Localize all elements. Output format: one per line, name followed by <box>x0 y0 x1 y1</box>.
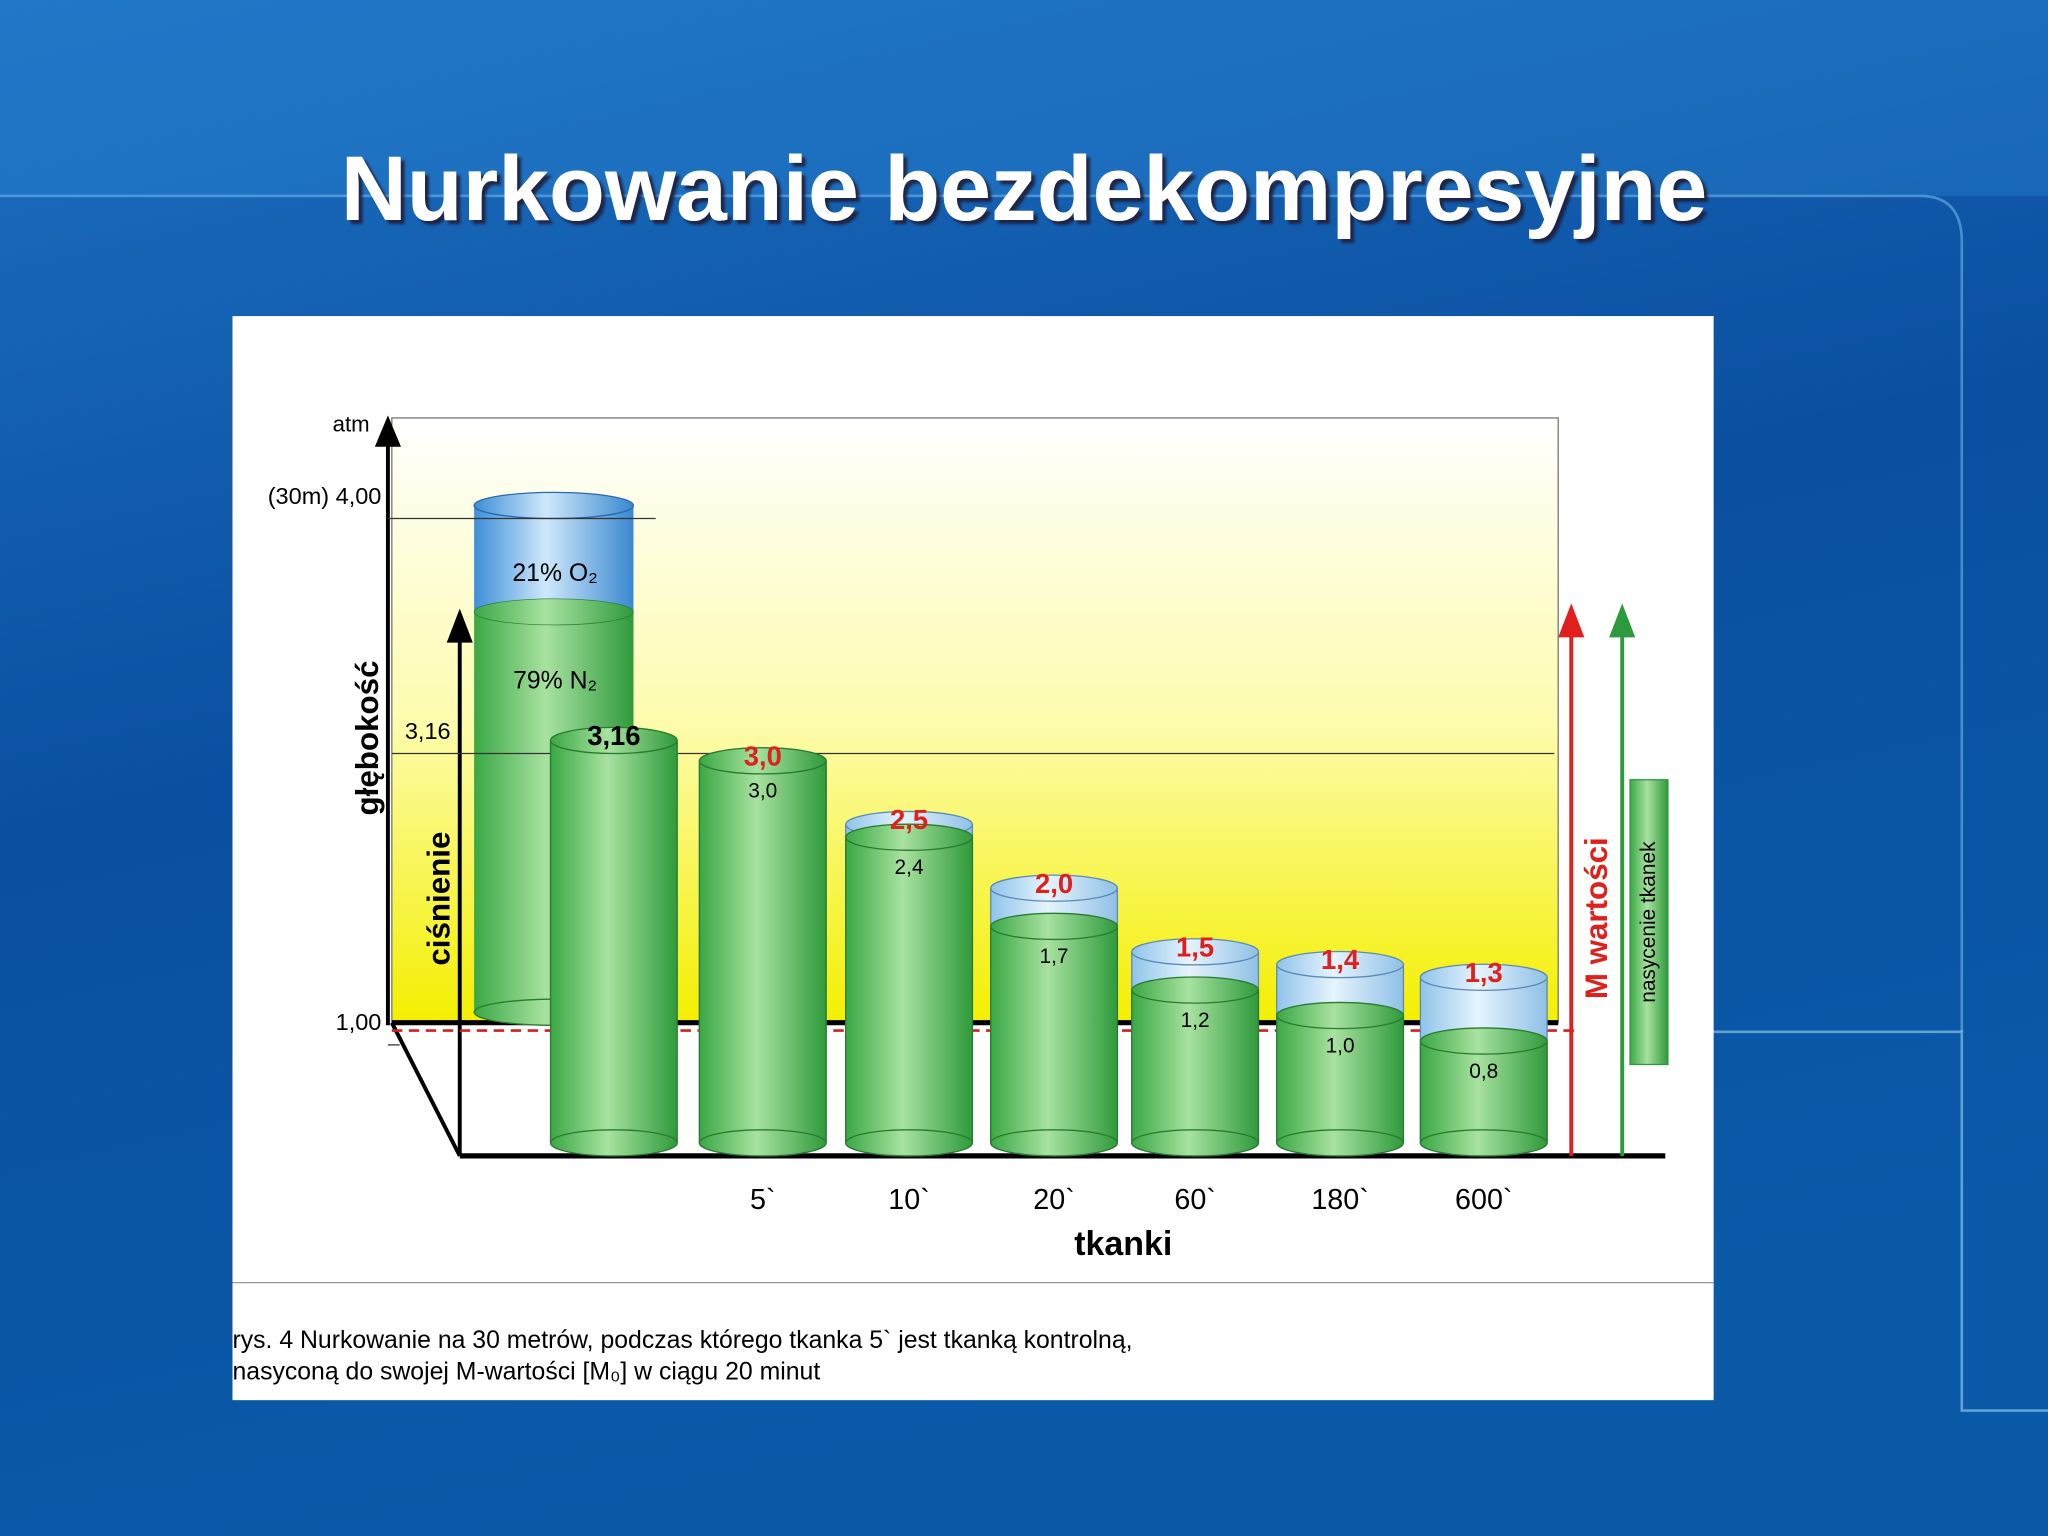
saturation-label: 3,0 <box>748 780 777 803</box>
saturation-cylinder <box>1419 1027 1548 1157</box>
x-tick-label: 20` <box>1033 1184 1075 1216</box>
start-cylinder-body <box>550 740 678 1143</box>
m-value-label: 3,0 <box>744 740 782 771</box>
y-tick-label: (30m) 4,00 <box>268 483 382 509</box>
saturation-cylinder-top <box>1419 1027 1548 1055</box>
start-cylinder-bottom <box>549 1129 678 1157</box>
saturation-cylinder-bottom <box>1131 1129 1260 1157</box>
gas-label: 79% N₂ <box>513 667 597 694</box>
saturation-label: 1,2 <box>1181 1009 1210 1032</box>
m-value-cylinder-top <box>1419 963 1548 992</box>
arrow <box>1609 603 1636 638</box>
saturation-label: 2,4 <box>895 856 924 879</box>
saturation-cylinder-bottom <box>698 1129 827 1157</box>
saturation-cylinder <box>1131 976 1260 1157</box>
saturation-cylinder-body <box>1420 1040 1548 1143</box>
saturation-cylinder-top <box>990 912 1119 941</box>
saturation-cylinder-bottom <box>1276 1129 1405 1157</box>
m-value-label: 2,0 <box>1035 868 1073 899</box>
y-axis-label: ciśnienie <box>422 832 457 966</box>
legend-box <box>1629 779 1669 1066</box>
saturation-label: 0,8 <box>1469 1060 1498 1083</box>
saturation-cylinder-body <box>1276 1015 1404 1143</box>
start-cylinder-top <box>549 726 678 755</box>
m-value-label: 2,5 <box>890 804 928 835</box>
frame-line <box>1692 1030 2048 1412</box>
frame-line <box>0 194 1964 1032</box>
caption: nasyconą do swojej M-wartości [M₀] w cią… <box>232 1358 820 1385</box>
legend-entry: M wartości <box>1579 837 1614 999</box>
saturation-cylinder <box>698 747 827 1157</box>
saturation-cylinder-top <box>698 747 827 775</box>
gas-o2 <box>474 505 634 612</box>
saturation-cylinder-body <box>990 926 1118 1143</box>
x-tick-label: 5` <box>750 1184 776 1216</box>
gas-label: 21% O₂ <box>512 560 597 587</box>
unit-label: atm <box>333 412 370 437</box>
arrow <box>374 415 401 447</box>
saturation-cylinder <box>1276 1001 1405 1157</box>
saturation-cylinder-top <box>1131 976 1260 1004</box>
m-value-label: 1,4 <box>1321 944 1360 975</box>
x-tick-label: 180` <box>1311 1184 1368 1216</box>
slide-title: Nurkowanie bezdekompresyjne <box>341 138 1707 240</box>
saturation-cylinder-body <box>1131 990 1259 1143</box>
saturation-cylinder-top <box>1276 1001 1405 1030</box>
start-cylinder <box>549 726 678 1157</box>
arrow <box>1558 603 1585 638</box>
saturation-cylinder-bottom <box>1419 1129 1548 1157</box>
saturation-label: 1,7 <box>1040 945 1069 968</box>
m-value-label: 1,5 <box>1176 931 1214 962</box>
saturation-cylinder-body <box>845 837 973 1143</box>
saturation-cylinder <box>990 912 1119 1157</box>
x-axis-label: tkanki <box>1074 1225 1172 1263</box>
m-value-cylinder-top <box>1276 950 1405 979</box>
saturation-cylinder-bottom <box>845 1129 974 1157</box>
saturation-cylinder-bottom <box>990 1129 1119 1157</box>
depth-label: głębokość <box>350 660 385 815</box>
x-tick-label: 600` <box>1455 1184 1512 1216</box>
arrow <box>446 608 473 643</box>
floor-line <box>390 1021 462 1157</box>
saturation-cylinder-top <box>845 823 974 851</box>
band <box>0 0 2048 196</box>
gas-split <box>473 598 634 626</box>
y-tick-label: 3,16 <box>405 718 451 744</box>
x-tick-label: 60` <box>1174 1184 1216 1216</box>
saturation-cylinder-body <box>699 760 827 1143</box>
y-tick-label: 1,00 <box>336 1009 382 1035</box>
m-value-cylinder-top <box>990 874 1119 902</box>
legend-entry: nasycenie tkanek <box>1637 841 1660 1003</box>
saturation-label: 1,0 <box>1326 1034 1355 1057</box>
saturation-cylinder <box>845 823 974 1157</box>
m-value-label: 1,3 <box>1465 957 1503 988</box>
caption: rys. 4 Nurkowanie na 30 metrów, podczas … <box>232 1327 1132 1354</box>
gas-top <box>473 491 635 520</box>
start-label: 3,16 <box>587 720 640 751</box>
m-value-cylinder-top <box>1131 938 1260 966</box>
x-tick-label: 10` <box>888 1184 930 1216</box>
